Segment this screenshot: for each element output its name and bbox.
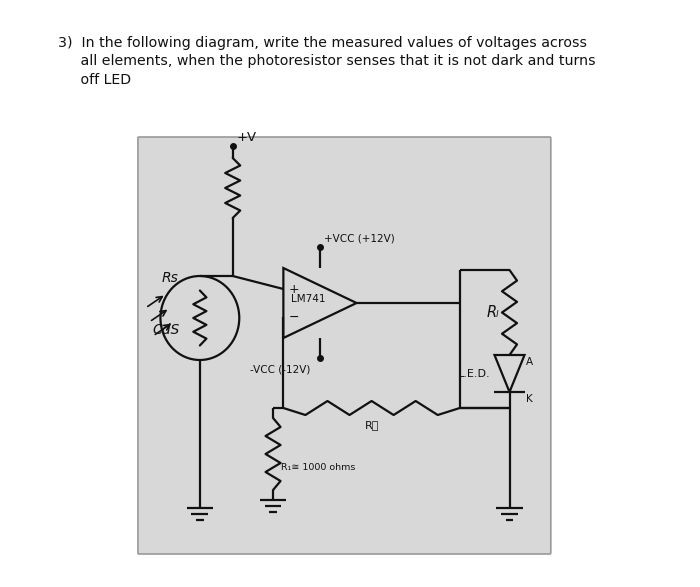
Text: -VCC (-12V): -VCC (-12V) — [250, 364, 311, 374]
Text: L.E.D.: L.E.D. — [458, 369, 491, 379]
Text: +: + — [289, 282, 300, 295]
Text: −: − — [289, 311, 300, 323]
Text: K: K — [526, 394, 533, 404]
FancyBboxPatch shape — [138, 137, 551, 554]
Text: Rₗ: Rₗ — [487, 305, 500, 320]
Text: CdS: CdS — [152, 323, 179, 337]
Text: +VCC (+12V): +VCC (+12V) — [323, 233, 395, 243]
Text: LM741: LM741 — [291, 294, 326, 304]
Text: Rs: Rs — [162, 271, 178, 285]
Text: A: A — [526, 357, 533, 367]
Text: R₟: R₟ — [365, 420, 379, 430]
Text: 3)  In the following diagram, write the measured values of voltages across
     : 3) In the following diagram, write the m… — [58, 36, 596, 87]
Text: R₁≅ 1000 ohms: R₁≅ 1000 ohms — [281, 464, 355, 473]
Text: +V: +V — [237, 131, 257, 144]
